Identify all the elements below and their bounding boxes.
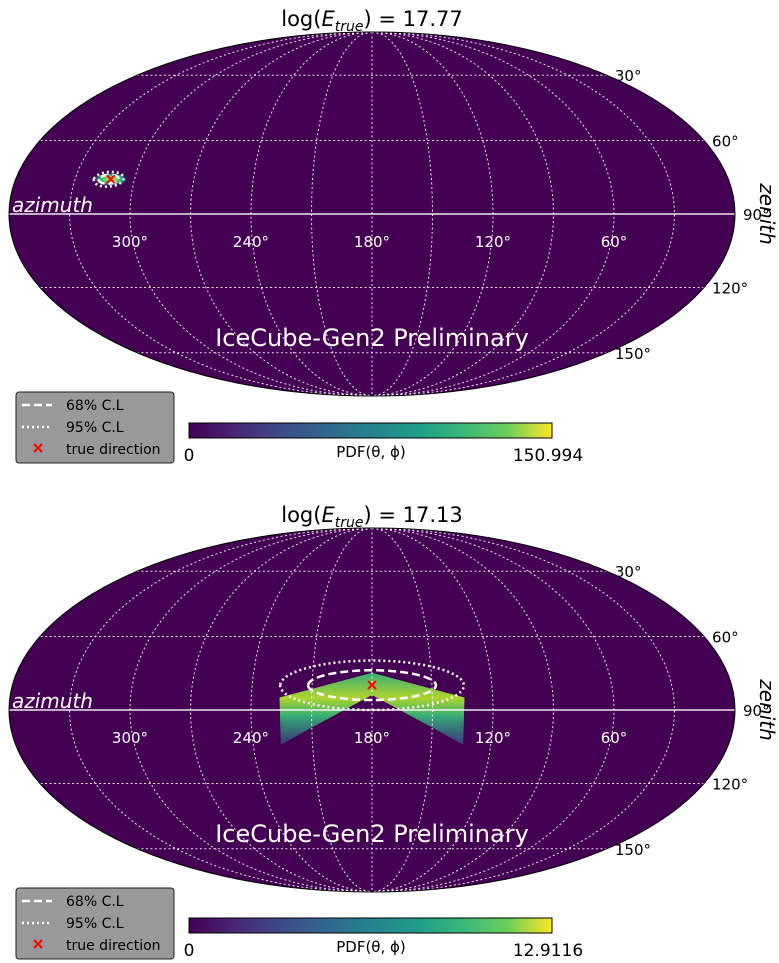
legend-item-95: 95% C.L — [66, 420, 124, 436]
zenith-tick-label: 30° — [615, 563, 642, 581]
azimuth-tick-label: 120° — [475, 729, 511, 747]
azimuth-tick-label: 300° — [112, 233, 148, 251]
azimuth-tick-label: 300° — [112, 729, 148, 747]
zenith-tick-label: 150° — [615, 841, 651, 859]
sky-map-content — [9, 528, 735, 892]
colorbar-label: PDF(θ, ϕ) — [336, 938, 406, 956]
colorbar-gradient — [188, 917, 553, 934]
colorbar-label: PDF(θ, ϕ) — [336, 443, 406, 461]
zenith-tick-label: 60° — [712, 628, 739, 646]
zenith-tick-label: 60° — [712, 132, 739, 150]
legend-item-95: 95% C.L — [66, 916, 124, 932]
azimuth-tick-label: 240° — [233, 729, 269, 747]
grid-meridian-150 — [371, 528, 434, 892]
grid-meridian-120 — [371, 32, 494, 396]
sky-map-content — [9, 32, 735, 396]
colorbar: 0 PDF(θ, ϕ) 12.9116 — [184, 917, 583, 961]
grid-meridian-60 — [371, 32, 615, 396]
colorbar-max: 150.994 — [513, 446, 583, 466]
grid-meridian-120 — [371, 528, 494, 892]
azimuth-tick-label: 120° — [475, 233, 511, 251]
legend-item-68: 68% C.L — [66, 894, 124, 910]
grid-meridian-90 — [371, 528, 555, 892]
panel-title: log(Etrue) = 17.13 — [281, 503, 463, 531]
colorbar-min: 0 — [184, 446, 195, 466]
watermark: IceCube-Gen2 Preliminary — [215, 324, 529, 352]
grid-meridian-210 — [310, 528, 373, 892]
grid-meridian-90 — [371, 32, 555, 396]
legend-item-68: 68% C.L — [66, 398, 124, 414]
azimuth-axis-label: azimuth — [12, 193, 93, 217]
grid-meridian-270 — [189, 528, 373, 892]
zenith-tick-label: 120° — [712, 280, 748, 298]
grid-meridian-210 — [310, 32, 373, 396]
sky-map-outline — [8, 31, 736, 397]
sky-map-outline — [8, 527, 736, 893]
legend-box — [15, 391, 175, 464]
zenith-tick-label: 30° — [615, 67, 642, 85]
sky-map-panel-2: log(Etrue) = 17.13 300° 240° 180° 120° 60° 30… — [8, 503, 779, 961]
zenith-axis-label: zenith — [755, 182, 779, 245]
true-direction-marker — [367, 680, 377, 690]
colorbar: 0 PDF(θ, ϕ) 150.994 — [184, 422, 583, 466]
grid-meridian-240 — [250, 32, 373, 396]
pdf-band — [279, 672, 465, 745]
azimuth-tick-label: 240° — [233, 233, 269, 251]
zenith-tick-label: 90° — [743, 206, 770, 224]
cl68-contour — [306, 669, 438, 702]
cl95-contour — [92, 170, 125, 188]
azimuth-tick-label: 180° — [354, 233, 390, 251]
grid-meridian-60 — [371, 528, 615, 892]
grid-meridian-270 — [189, 32, 373, 396]
grid-meridian-300 — [129, 32, 373, 396]
legend-item-true-direction: true direction — [66, 938, 161, 954]
azimuth-tick-label: 60° — [601, 233, 628, 251]
cl68-contour — [97, 173, 120, 185]
grid-meridian-150 — [371, 32, 434, 396]
colorbar-min: 0 — [184, 941, 195, 961]
grid-meridian-300 — [129, 528, 373, 892]
legend-item-true-direction: true direction — [66, 442, 161, 458]
watermark: IceCube-Gen2 Preliminary — [215, 820, 529, 848]
grid-meridian-240 — [250, 528, 373, 892]
azimuth-axis-label: azimuth — [12, 689, 93, 713]
panel-title: log(Etrue) = 17.77 — [281, 7, 463, 35]
colorbar-max: 12.9116 — [513, 941, 583, 961]
colorbar-gradient — [188, 422, 553, 439]
azimuth-tick-label: 180° — [354, 729, 390, 747]
zenith-axis-label: zenith — [755, 678, 779, 741]
zenith-tick-label: 90° — [743, 702, 770, 720]
legend-x-marker — [33, 939, 43, 949]
legend-box — [15, 887, 175, 960]
zenith-tick-label: 150° — [615, 345, 651, 363]
legend: 68% C.L 95% C.L true direction — [15, 887, 175, 960]
legend: 68% C.L 95% C.L true direction — [15, 391, 175, 464]
sky-map-panel-1: log(Etrue) = 17.77 300° 240° 180° 120° 60° 30… — [8, 7, 779, 466]
legend-x-marker — [33, 443, 43, 453]
azimuth-tick-label: 60° — [601, 729, 628, 747]
true-direction-marker — [106, 174, 116, 184]
zenith-tick-label: 120° — [712, 776, 748, 794]
